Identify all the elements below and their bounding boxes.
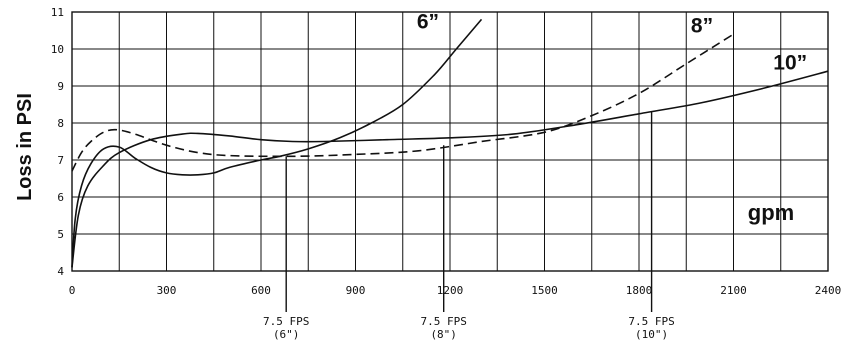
y-tick-label: 8 (57, 117, 64, 130)
series-label: 8” (691, 14, 713, 37)
y-tick-label: 5 (57, 228, 64, 241)
y-tick-label: 6 (57, 191, 64, 204)
x-tick-label: 2400 (815, 284, 842, 297)
x-tick-label: 0 (69, 284, 76, 297)
fps-marker-sublabel: (10") (635, 328, 668, 341)
series-line-2 (71, 70, 829, 268)
x-tick-label: 1500 (531, 284, 558, 297)
unit-label: gpm (748, 200, 794, 225)
series-line-1 (71, 33, 734, 172)
fps-marker-label: 7.5 FPS (421, 315, 467, 328)
plot-frame (71, 11, 829, 272)
fps-marker-label: 7.5 FPS (628, 315, 674, 328)
tick-labels: 4 5 6 7 8 9 10 11 0 300 600 900 1200 1500 1800 2100 2400 (51, 6, 842, 297)
y-tick-label: 10 (51, 43, 64, 56)
series-label: 6” (417, 11, 439, 34)
fps-marker-sublabel: (8") (430, 328, 457, 341)
y-tick-label: 7 (57, 154, 64, 167)
fps-marker-label: 7.5 FPS (263, 315, 309, 328)
fps-marker-sublabel: (6") (273, 328, 300, 341)
x-tick-label: 300 (157, 284, 177, 297)
x-tick-label: 900 (346, 284, 366, 297)
series-label: 10” (773, 51, 807, 74)
grid (71, 11, 829, 272)
y-axis-label: Loss in PSI (14, 93, 36, 201)
x-tick-label: 1200 (437, 284, 464, 297)
x-tick-label: 1800 (626, 284, 653, 297)
x-tick-label: 600 (251, 284, 271, 297)
y-tick-label: 11 (51, 6, 64, 19)
curves: 6” 8” 10” (71, 11, 829, 268)
series-line-0 (71, 18, 483, 268)
y-tick-label: 9 (57, 80, 64, 93)
y-tick-label: 4 (57, 265, 64, 278)
x-tick-label: 2100 (720, 284, 747, 297)
fps-markers: 7.5 FPS(6")7.5 FPS(8")7.5 FPS(10") (263, 111, 675, 341)
